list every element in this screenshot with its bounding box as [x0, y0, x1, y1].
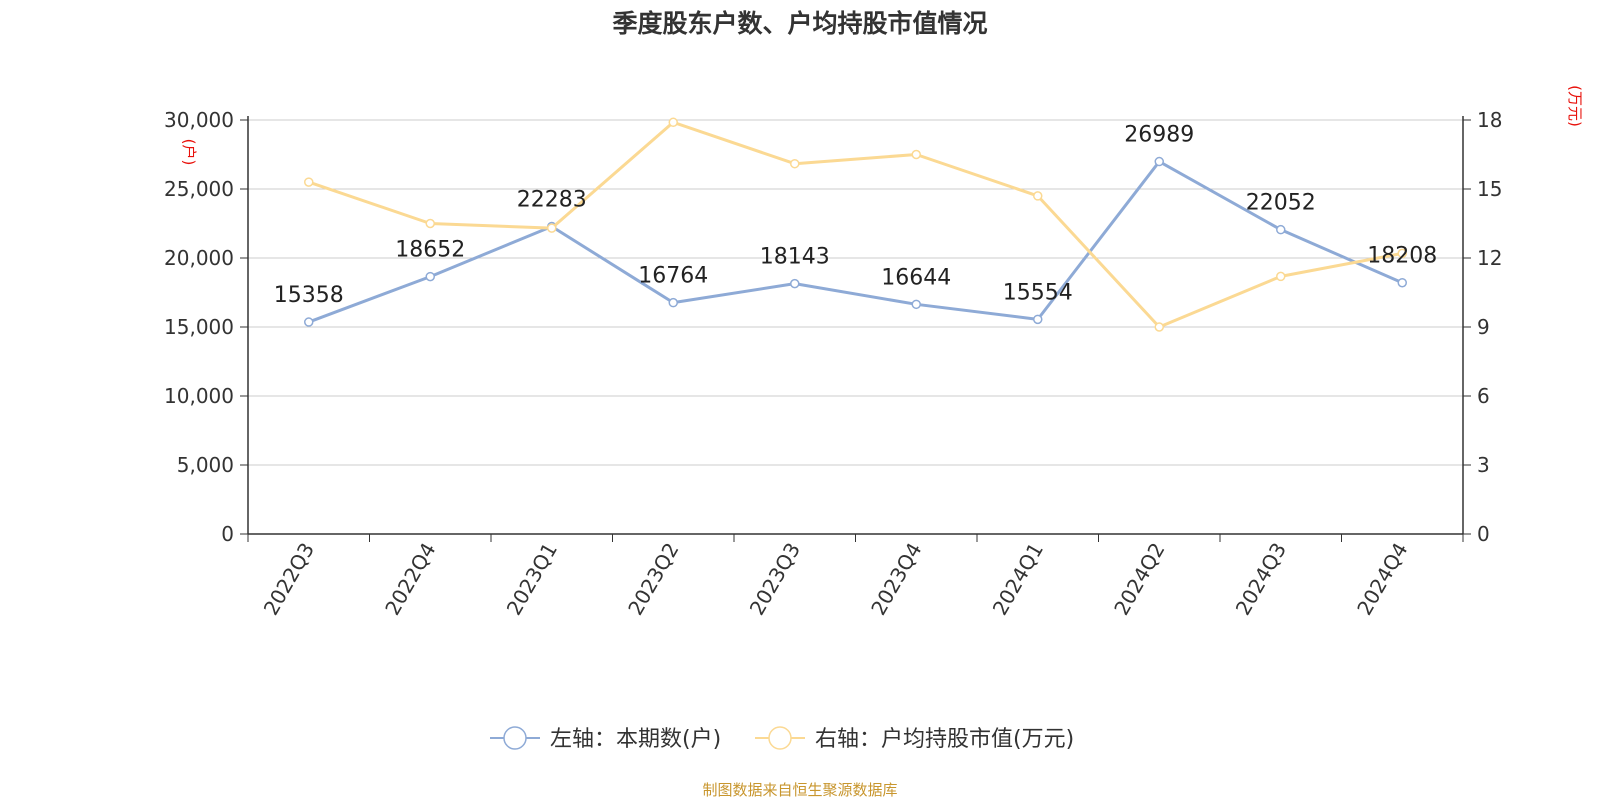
right-axis-unit-label: (万元) [1566, 85, 1584, 127]
right-axis-tick-label: 3 [1477, 453, 1490, 477]
right-axis-tick-label: 12 [1477, 246, 1502, 270]
left-axis-tick-label: 5,000 [177, 453, 234, 477]
grid-layer [248, 119, 1463, 466]
right-axis-tick-label: 15 [1477, 177, 1502, 201]
x-axis-category-label: 2024Q2 [1109, 539, 1169, 620]
data-point-right [790, 158, 800, 169]
legend-marker [503, 726, 527, 750]
legend-marker [768, 726, 792, 750]
x-axis-category-label: 2024Q4 [1352, 539, 1412, 620]
x-axis-category-label: 2022Q4 [380, 539, 440, 620]
left-axis-unit-label: (户) [180, 139, 198, 166]
legend-layer: 左轴：本期数(户) 右轴：户均持股市值(万元) [490, 726, 1074, 752]
data-label: 18208 [1367, 244, 1437, 269]
x-axis-category-label: 2023Q4 [866, 539, 926, 620]
data-point-left [304, 317, 314, 327]
left-axis-tick-label: 20,000 [164, 246, 234, 270]
series-line-left [308, 160, 1403, 324]
data-point-left [1397, 277, 1407, 288]
data-point-right [1276, 271, 1286, 282]
data-label: 22283 [517, 187, 587, 212]
x-axis-category-label: 2024Q3 [1231, 539, 1291, 620]
left-axis-tick-label: 0 [221, 522, 234, 546]
series-line-right [308, 120, 1403, 329]
left-axis-tick-label: 30,000 [164, 108, 234, 132]
left-axis-tick-label: 15,000 [164, 315, 234, 339]
left-axis-tick-label: 10,000 [164, 384, 234, 408]
data-point-left [1276, 224, 1286, 235]
legend-label: 左轴：本期数(户) [550, 727, 721, 752]
data-point-right [425, 218, 435, 229]
data-point-left [425, 271, 435, 282]
data-point-left [1154, 156, 1164, 167]
data-label: 15554 [1003, 280, 1073, 305]
right-axis-tick-label: 6 [1477, 384, 1490, 408]
data-point-right [1033, 191, 1043, 201]
chart-title: 季度股东户数、户均持股市值情况 [612, 9, 988, 38]
data-label: 18143 [760, 245, 830, 270]
x-axis-category-label: 2023Q1 [502, 539, 562, 620]
x-axis-category-label: 2024Q1 [988, 539, 1048, 620]
source-credit: 制图数据来自恒生聚源数据库 [702, 781, 898, 799]
data-point-left [790, 278, 800, 289]
data-label: 15358 [274, 283, 344, 308]
data-point-right [1154, 322, 1164, 332]
right-axis-tick-label: 18 [1477, 108, 1502, 132]
data-point-left [668, 297, 678, 308]
data-label: 18652 [395, 238, 465, 263]
data-label: 22052 [1246, 191, 1316, 216]
x-axis-category-label: 2023Q2 [623, 539, 683, 620]
data-label: 16644 [881, 265, 951, 290]
series-layer [304, 117, 1407, 332]
data-point-right [547, 223, 557, 233]
label-layer: 15358 18652 22283 16764 18143 16644 15554 26989… [274, 123, 1438, 309]
data-point-right [668, 117, 678, 128]
data-point-left [911, 299, 921, 310]
x-axis-category-label: 2022Q3 [259, 539, 319, 620]
x-axis-category-label: 2023Q3 [745, 539, 805, 620]
data-point-left [1033, 314, 1043, 325]
data-point-right [911, 149, 921, 160]
data-point-right [304, 177, 314, 187]
data-label: 16764 [638, 264, 708, 289]
axis-layer: 0 5,000 10,000 15,000 20,000 25,000 30,000 0 3 6 9… [164, 85, 1584, 619]
legend-label: 右轴：户均持股市值(万元) [815, 727, 1074, 752]
right-axis-tick-label: 0 [1477, 522, 1490, 546]
left-axis-tick-label: 25,000 [164, 177, 234, 201]
right-axis-tick-label: 9 [1477, 315, 1490, 339]
data-label: 26989 [1124, 123, 1194, 148]
data-point-right [1397, 248, 1407, 259]
